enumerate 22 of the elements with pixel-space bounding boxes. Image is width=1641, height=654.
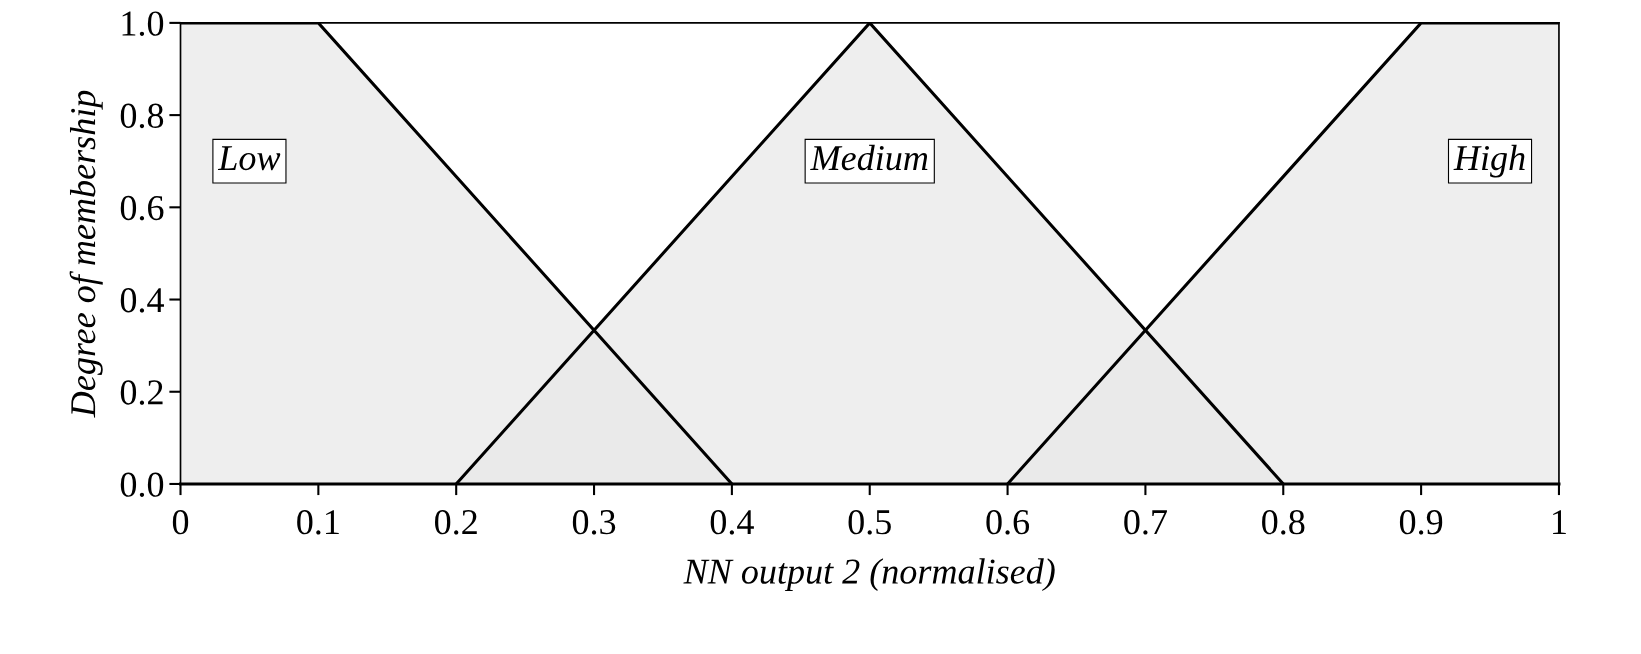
x-axis-title: NN output 2 (normalised) [683,558,1055,592]
x-tick-label: 0.9 [1399,510,1443,535]
x-tick-label: 0.8 [1262,510,1305,535]
y-tick-label: 0.0 [120,472,164,497]
series-label: High [1453,144,1525,178]
series-label: Low [217,146,281,171]
y-tick-label: 0.2 [120,380,163,405]
x-tick-label: 0.2 [435,510,477,535]
x-tick-label: 0 [172,510,189,535]
x-tick-label: 0.6 [986,510,1030,535]
y-tick-label: 1.0 [122,11,164,36]
y-axis-title: Degree of membership [69,90,103,418]
x-tick-label: 0.3 [572,510,616,535]
x-tick-label: 1 [1553,510,1566,535]
y-tick-label: 0.6 [120,195,164,221]
x-tick-label: 0.5 [848,510,891,535]
x-tick-label: 0.4 [710,510,754,535]
y-tick-label: 0.4 [120,288,164,313]
y-tick-label: 0.8 [120,103,164,129]
series-label: Medium [810,144,928,171]
x-tick-label: 0.7 [1124,510,1167,535]
x-tick-label: 0.1 [297,510,339,535]
